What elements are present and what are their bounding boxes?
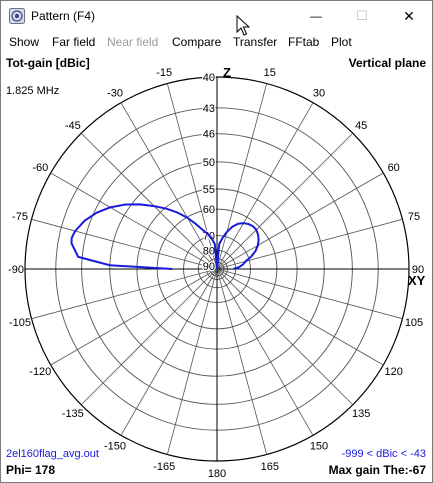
minimize-button[interactable]: —: [310, 9, 322, 23]
angle-label: 60: [388, 162, 400, 174]
grid-spoke: [216, 172, 384, 270]
range-label: -999 < dBic < -43: [341, 448, 426, 460]
menu-transfer[interactable]: Transfer: [233, 35, 278, 49]
menu-near-field[interactable]: Near field: [107, 35, 159, 49]
grid-spoke: [216, 268, 403, 320]
gain-label: Tot-gain [dBic]: [6, 56, 90, 70]
ring-label: 50: [203, 157, 215, 169]
grid-spoke: [120, 268, 218, 436]
phi-label: Phi= 178: [6, 463, 56, 477]
grid-spoke: [166, 268, 218, 455]
grid-spoke: [216, 268, 354, 406]
angle-label: -75: [12, 211, 28, 223]
grid-spoke: [216, 268, 314, 436]
ring-label: 60: [203, 204, 215, 216]
angle-label: 30: [313, 87, 325, 99]
angle-label: -60: [32, 162, 48, 174]
pattern-trace: [70, 203, 260, 270]
grid-spoke: [216, 102, 314, 270]
angle-label: 45: [355, 120, 367, 132]
grid-spoke: [50, 268, 218, 366]
grid-spoke: [166, 83, 218, 270]
menu-fftab[interactable]: FFtab: [288, 35, 320, 49]
angle-label: 90: [412, 264, 424, 276]
angle-label: 120: [385, 366, 403, 378]
angle-label: -30: [107, 87, 123, 99]
angle-label: -105: [9, 317, 31, 329]
plane-label: Vertical plane: [348, 56, 426, 70]
grid-spoke: [216, 268, 384, 366]
grid-spoke: [216, 268, 268, 455]
angle-label: -120: [29, 366, 51, 378]
app-icon: [9, 8, 25, 24]
grid-spoke: [216, 83, 268, 270]
menu-compare[interactable]: Compare: [172, 35, 222, 49]
title-bar[interactable]: Pattern (F4) — ☐ ✕: [1, 1, 432, 31]
angle-label: 75: [408, 211, 420, 223]
mouse-cursor-icon: [236, 14, 251, 42]
frequency-label: 1.825 MHz: [6, 85, 60, 97]
menu-plot[interactable]: Plot: [331, 35, 352, 49]
z-axis-label: Z: [223, 65, 231, 80]
grid-spoke: [120, 102, 218, 270]
angle-label: -150: [104, 441, 126, 453]
ring-label: 90: [203, 261, 215, 273]
angle-label: 180: [208, 468, 226, 480]
max-gain-label: Max gain The:-67: [328, 463, 426, 477]
file-name-label: 2el160flag_avg.out: [6, 448, 99, 460]
close-button[interactable]: ✕: [403, 7, 415, 24]
polar-plot-area: 15 30 45 60 75 90 105 120 135 150 165 180 -165 -150 -1…: [1, 53, 432, 482]
grid-spoke: [80, 268, 218, 406]
maximize-button[interactable]: ☐: [356, 8, 368, 23]
window-title: Pattern (F4): [31, 9, 96, 23]
grid-spoke: [31, 268, 218, 320]
angle-label: 15: [264, 67, 276, 79]
ring-label: 46: [203, 129, 215, 141]
ring-label: 55: [203, 184, 215, 196]
angle-label: -90: [8, 264, 24, 276]
polar-chart: 15 30 45 60 75 90 105 120 135 150 165 180 -165 -150 -1…: [8, 65, 426, 480]
menu-bar: Show Far field Near field Compare Transf…: [1, 31, 432, 53]
grid-spoke: [80, 132, 218, 270]
angle-label: -165: [153, 461, 175, 473]
menu-far-field[interactable]: Far field: [52, 35, 96, 49]
ring-label: 40: [203, 72, 215, 84]
angle-label: 165: [261, 461, 279, 473]
menu-show[interactable]: Show: [9, 35, 40, 49]
grid-spoke: [216, 132, 354, 270]
angle-label: -135: [62, 408, 84, 420]
angle-label: -15: [156, 67, 172, 79]
ring-label: 43: [203, 103, 215, 115]
angle-label: 150: [310, 441, 328, 453]
grid-spoke: [50, 172, 218, 270]
ring-label: 80: [203, 245, 215, 257]
xy-axis-label: XY: [408, 273, 426, 288]
angle-label: 105: [405, 317, 423, 329]
angle-label: -45: [65, 120, 81, 132]
grid-spoke: [31, 218, 218, 270]
angle-label: 135: [352, 408, 370, 420]
